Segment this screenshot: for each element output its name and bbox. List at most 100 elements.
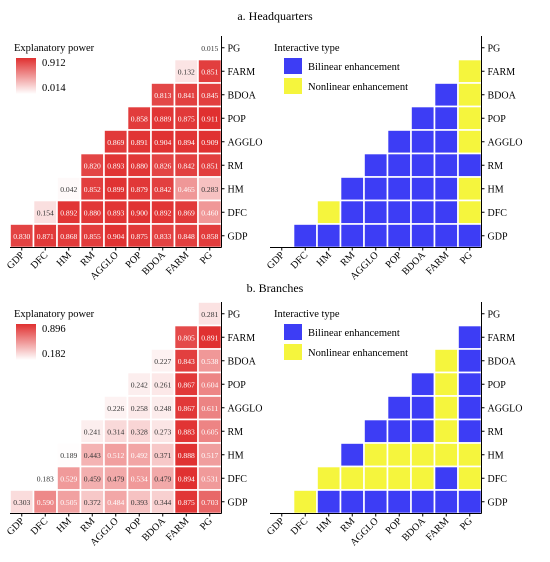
- chart-2-x-tick-label: BDOA: [140, 515, 168, 543]
- chart-3-cell: [363, 465, 389, 491]
- chart-3-cell: [386, 395, 412, 421]
- chart-0-cell-value: 0.894: [178, 138, 195, 147]
- chart-2-cell-value: 0.891: [201, 333, 218, 342]
- chart-2-legend-title: Explanatory power: [14, 309, 95, 320]
- chart-3-cell: [457, 418, 483, 444]
- chart-2-cell-value: 0.805: [178, 333, 195, 342]
- chart-2-cell-value: 0.183: [37, 474, 54, 483]
- chart-3-cell: [339, 489, 365, 515]
- chart-1-legend-label: Nonlinear enhancement: [308, 82, 408, 93]
- chart-1-cell: [410, 176, 436, 202]
- chart-2-cell-value: 0.843: [178, 357, 195, 366]
- chart-3-cell: [386, 489, 412, 515]
- chart-3-cell: [433, 489, 459, 515]
- chart-3-cell: [433, 442, 459, 468]
- chart-3-cell: [457, 324, 483, 350]
- chart-1-x-tick-label: BDOA: [400, 249, 428, 277]
- chart-3-cell: [316, 465, 342, 491]
- chart-1-cell: [457, 223, 483, 249]
- chart-0-cell-value: 0.879: [131, 185, 148, 194]
- chart-3-cell: [386, 418, 412, 444]
- chart-2-y-tick-label: RM: [228, 427, 244, 438]
- chart-1-legend-label: Bilinear enhancement: [308, 62, 400, 73]
- chart-1-cell: [363, 223, 389, 249]
- chart-3-legend-swatch: [284, 344, 302, 360]
- chart-2-cell-value: 0.371: [154, 451, 171, 460]
- chart-3-cell: [386, 442, 412, 468]
- chart-3-legend-title: Interactive type: [274, 309, 340, 320]
- chart-0-cell-value: 0.880: [84, 208, 101, 217]
- chart-0-y-tick-label: DFC: [228, 208, 248, 219]
- chart-1-cell: [339, 176, 365, 202]
- chart-1-cell: [457, 58, 483, 84]
- chart-1-cell: [410, 199, 436, 225]
- chart-1-cell: [457, 129, 483, 155]
- chart-2-cell-value: 0.242: [131, 380, 148, 389]
- chart-3-cell: [433, 371, 459, 397]
- chart-2-cell-value: 0.261: [154, 380, 171, 389]
- headquarters-explanatory-power-heatmap: 0.015 0.132 0.851 0.813 0.841 0.845 0.858 0.889…: [5, 35, 263, 282]
- chart-1-x-tick-label: RM: [339, 250, 358, 269]
- chart-0-cell-value: 0.042: [60, 185, 77, 194]
- chart-1-cell: [410, 152, 436, 178]
- chart-1-cell: [433, 199, 459, 225]
- chart-3-cell: [363, 489, 389, 515]
- chart-2-cell-value: 0.517: [201, 451, 218, 460]
- chart-1-cell: [386, 152, 412, 178]
- chart-2-cell-value: 0.894: [178, 474, 195, 483]
- chart-1-cell: [316, 199, 342, 225]
- chart-2-cell-value: 0.258: [131, 404, 148, 413]
- chart-1-cell: [339, 199, 365, 225]
- chart-3-cell: [457, 395, 483, 421]
- chart-0-cell-value: 0.858: [131, 114, 148, 123]
- chart-3-legend-label: Bilinear enhancement: [308, 328, 400, 339]
- chart-2-cell-value: 0.538: [201, 357, 218, 366]
- chart-1-y-tick-label: RM: [488, 161, 504, 172]
- chart-3-cell: [433, 418, 459, 444]
- chart-2-cell-value: 0.883: [178, 427, 195, 436]
- chart-3-cell: [410, 418, 436, 444]
- chart-1-cell: [410, 129, 436, 155]
- chart-2-cell-value: 0.344: [154, 498, 171, 507]
- chart-2-y-tick-label: FARM: [228, 333, 256, 344]
- chart-3-cell: [410, 395, 436, 421]
- chart-1-legend-swatch: [284, 58, 302, 74]
- chart-1-y-tick-label: POP: [488, 114, 507, 125]
- chart-1-cell: [433, 223, 459, 249]
- chart-0-cell-value: 0.880: [131, 161, 148, 170]
- chart-1-y-tick-label: GDP: [488, 231, 508, 242]
- chart-2-x-tick-label: FARM: [164, 516, 191, 543]
- chart-0-y-tick-label: BDOA: [228, 90, 257, 101]
- chart-0-cell-value: 0.845: [201, 91, 218, 100]
- chart-1-cell: [386, 223, 412, 249]
- chart-1-cell: [292, 223, 318, 249]
- chart-1-cell: [363, 152, 389, 178]
- chart-2-legend-min: 0.182: [42, 349, 66, 360]
- chart-0-x-tick-label: RM: [79, 250, 98, 269]
- chart-1-y-tick-label: DFC: [488, 208, 508, 219]
- chart-3-x-tick-label: PG: [458, 516, 475, 533]
- chart-2-y-tick-label: POP: [228, 380, 247, 391]
- chart-3-cell: [292, 489, 318, 515]
- chart-2-x-tick-label: GDP: [5, 516, 27, 538]
- chart-0-cell-value: 0.283: [201, 185, 218, 194]
- chart-2-cell-value: 0.888: [178, 451, 195, 460]
- chart-2-y-tick-label: HM: [228, 450, 244, 461]
- chart-0-cell-value: 0.889: [154, 114, 171, 123]
- chart-3-cell: [457, 371, 483, 397]
- chart-2-cell-value: 0.484: [107, 498, 124, 507]
- chart-1-y-tick-label: AGGLO: [488, 137, 523, 148]
- chart-3-cell: [363, 418, 389, 444]
- chart-3-x-tick-label: HM: [315, 516, 334, 535]
- chart-0-cell-value: 0.154: [37, 208, 54, 217]
- chart-0-cell-value: 0.851: [201, 67, 218, 76]
- chart-1-cell: [339, 223, 365, 249]
- chart-0-cell-value: 0.132: [178, 67, 195, 76]
- chart-0-legend-colorbar: [16, 58, 36, 94]
- chart-1-cell: [386, 199, 412, 225]
- chart-2-cell-value: 0.273: [154, 427, 171, 436]
- chart-0-cell-value: 0.842: [178, 161, 195, 170]
- chart-2-cell-value: 0.328: [131, 427, 148, 436]
- chart-2-cell-value: 0.227: [154, 357, 171, 366]
- chart-3-cell: [410, 371, 436, 397]
